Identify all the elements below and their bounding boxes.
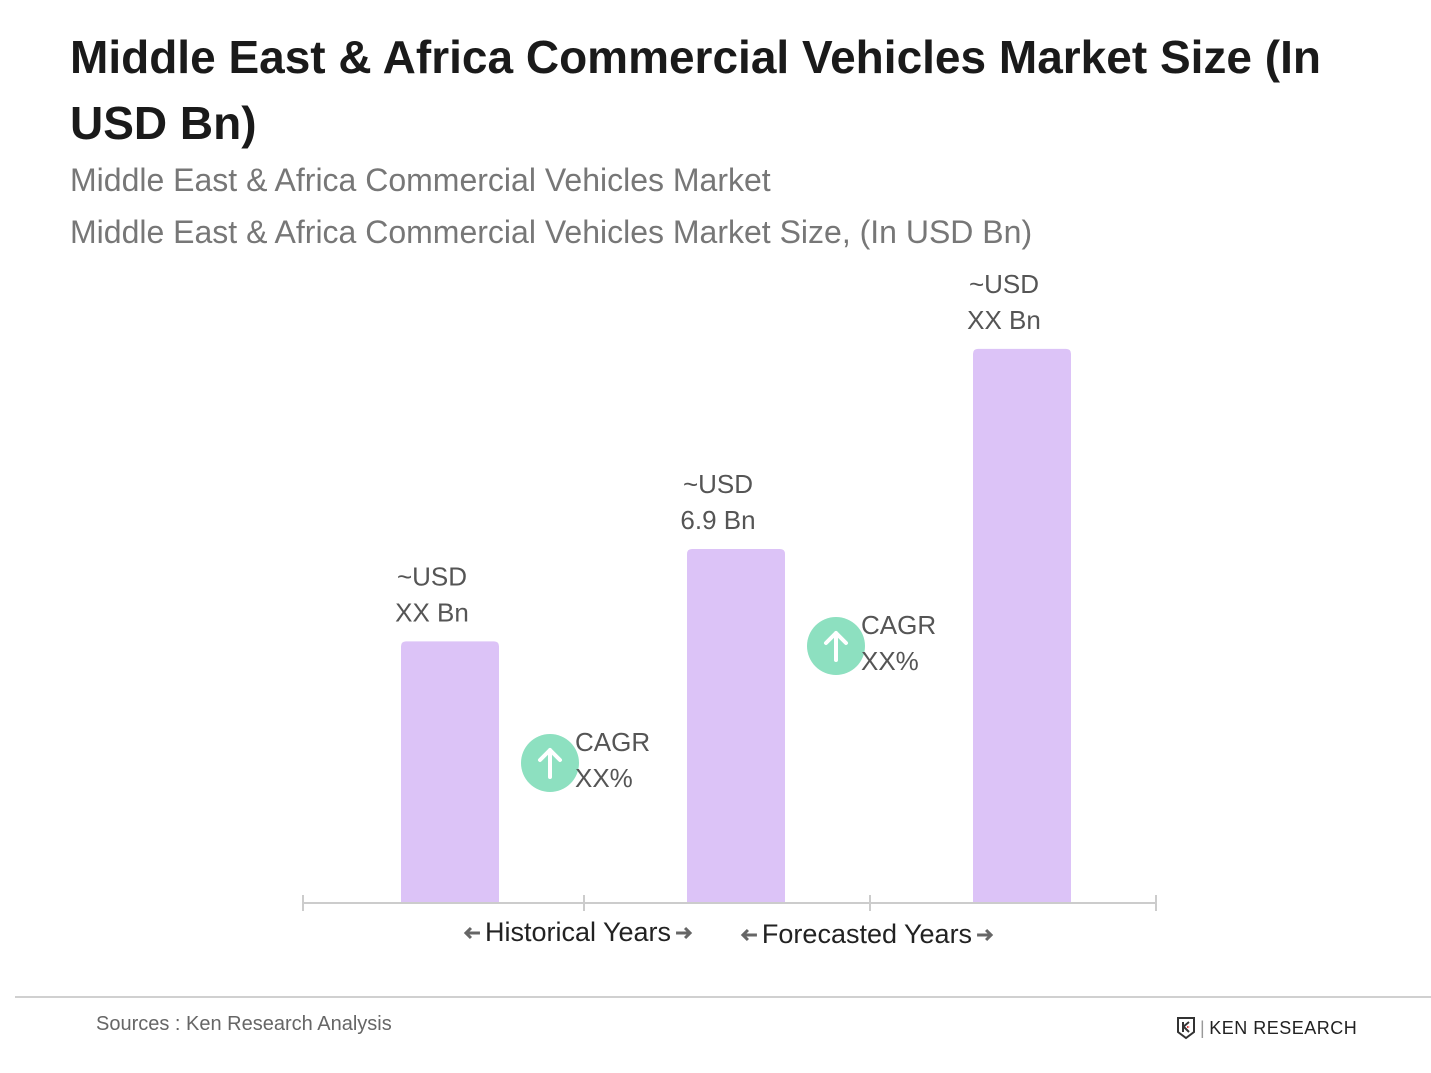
arrow-right-icon bbox=[977, 928, 994, 942]
arrow-right-icon bbox=[676, 926, 693, 940]
ken-research-logo: | KEN RESEARCH bbox=[1176, 1016, 1357, 1040]
ken-logo-icon bbox=[1177, 1017, 1195, 1040]
bar bbox=[401, 641, 499, 903]
data-label: ~USD bbox=[397, 561, 467, 591]
cagr-label: CAGR bbox=[575, 727, 650, 757]
chart-subtitle: Middle East & Africa Commercial Vehicles… bbox=[70, 162, 771, 198]
arrow-left-icon bbox=[740, 928, 757, 942]
source-note: Sources : Ken Research Analysis bbox=[96, 1013, 392, 1035]
arrow-up-icon bbox=[824, 631, 848, 662]
arrow-left-icon bbox=[463, 926, 480, 940]
data-label: ~USD bbox=[683, 469, 753, 499]
logo-text: KEN RESEARCH bbox=[1209, 1017, 1358, 1038]
data-label: 6.9 Bn bbox=[680, 505, 755, 535]
data-label: XX Bn bbox=[395, 597, 469, 627]
cagr-label: CAGR bbox=[861, 610, 936, 640]
bar-chart: ~USD XX Bn ~USD 6.9 Bn ~USD XX Bn CAGR XX% CAGR X… bbox=[302, 269, 1157, 949]
data-label: ~USD bbox=[969, 269, 1039, 299]
chart-title: Middle East & Africa Commercial Vehicles… bbox=[70, 31, 1321, 149]
chart-subtitle-2: Middle East & Africa Commercial Vehicles… bbox=[70, 214, 1033, 250]
bar bbox=[973, 348, 1071, 903]
footer-divider bbox=[15, 996, 1431, 998]
arrow-up-icon bbox=[538, 748, 562, 779]
cagr-value: XX% bbox=[575, 763, 633, 793]
period-label: Historical Years bbox=[485, 917, 671, 947]
bar bbox=[687, 549, 785, 903]
cagr-value: XX% bbox=[861, 646, 919, 676]
data-label: XX Bn bbox=[967, 305, 1041, 335]
period-label: Forecasted Years bbox=[762, 919, 972, 949]
